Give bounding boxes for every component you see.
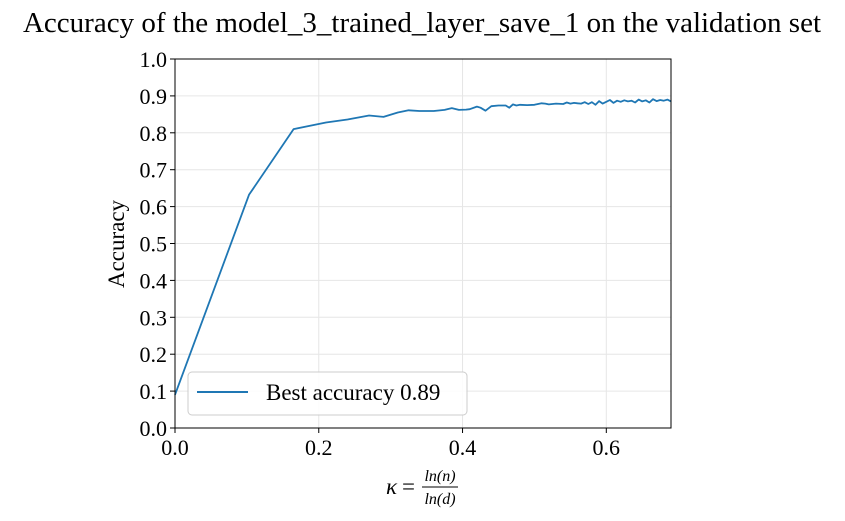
y-tick-label: 1.0 — [140, 47, 168, 72]
x-tick-label: 0.2 — [305, 435, 333, 460]
plot-area — [174, 98, 672, 396]
y-axis-label: Accuracy — [104, 199, 129, 288]
ticks: 0.0 0.1 0.2 0.3 0.4 0.5 0.6 0.7 0.8 0.9 1.0 0.0 0.2 0… — [140, 47, 621, 460]
y-tick-label: 0.7 — [140, 158, 168, 183]
plot-frame — [174, 58, 672, 429]
x-tick-label: 0.6 — [593, 435, 621, 460]
y-tick-label: 0.2 — [140, 342, 168, 367]
chart-title: Accuracy of the model_3_trained_layer_sa… — [23, 7, 821, 39]
legend-label: Best accuracy 0.89 — [266, 380, 440, 405]
y-tick-label: 0.6 — [140, 195, 168, 220]
x-axis-label-equals: = — [402, 474, 415, 499]
y-tick-label: 0.5 — [140, 232, 168, 257]
x-axis-label-numerator: ln(n) — [424, 468, 455, 485]
legend: Best accuracy 0.89 — [187, 371, 468, 416]
y-tick-label: 0.1 — [140, 379, 168, 404]
y-tick-label: 0.3 — [140, 305, 168, 330]
x-axis-label-denominator: ln(d) — [424, 491, 455, 508]
y-tick-label: 0.4 — [140, 268, 168, 293]
y-tick-label: 0.0 — [140, 416, 168, 441]
y-tick-label: 0.9 — [140, 84, 168, 109]
y-tick-label: 0.8 — [140, 121, 168, 146]
x-tick-label: 0.4 — [449, 435, 477, 460]
series-line — [174, 98, 672, 396]
legend-box — [187, 371, 468, 416]
x-axis-label: κ = ln(n) ln(d) — [386, 468, 458, 508]
x-tick-label: 0.0 — [161, 435, 189, 460]
x-axis-label-symbol: κ — [386, 474, 398, 499]
